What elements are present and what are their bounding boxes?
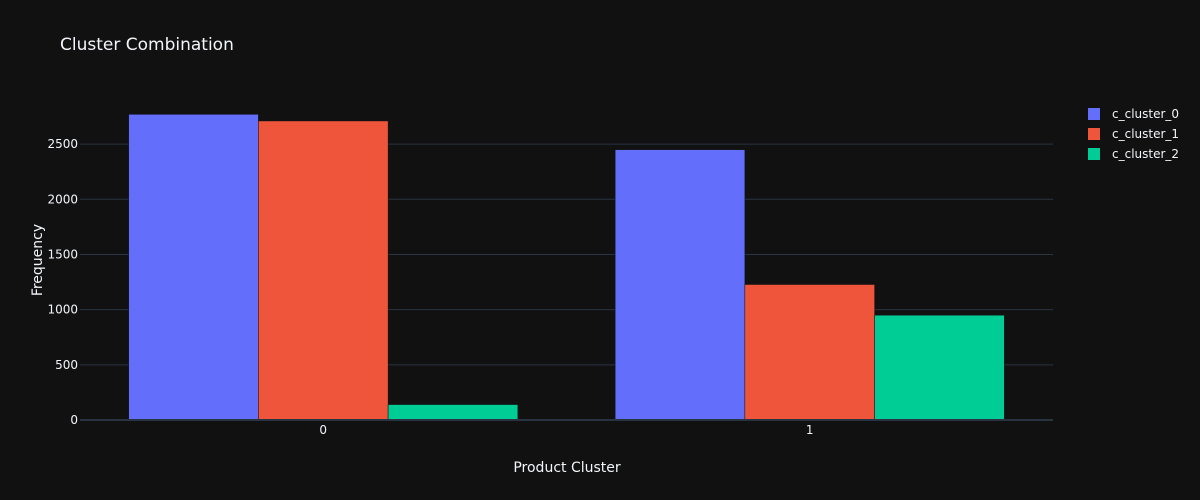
y-tick-label: 1500 (47, 247, 78, 261)
y-tick-label: 2000 (47, 192, 78, 206)
legend-item-c_cluster_0[interactable]: c_cluster_0 (1088, 107, 1179, 121)
legend-swatch (1088, 148, 1100, 160)
legend-label: c_cluster_0 (1112, 107, 1179, 121)
x-axis-title: Product Cluster (513, 460, 621, 476)
y-tick-label: 1000 (47, 303, 78, 317)
legend-item-c_cluster_1[interactable]: c_cluster_1 (1088, 127, 1179, 141)
y-tick-label: 500 (55, 358, 78, 372)
chart-title: Cluster Combination (60, 35, 234, 55)
bar-c_cluster_0-0[interactable] (128, 114, 259, 421)
legend-swatch (1088, 128, 1100, 140)
bar-c_cluster_2-0[interactable] (387, 404, 519, 421)
legend-label: c_cluster_2 (1112, 147, 1179, 161)
legend-swatch (1088, 108, 1100, 120)
y-tick-label: 0 (70, 413, 78, 427)
bar-c_cluster_1-1[interactable] (744, 284, 875, 421)
y-tick-label: 2500 (47, 137, 78, 151)
y-axis-title: Frequency (30, 224, 46, 296)
bar-c_cluster_1-0[interactable] (258, 120, 389, 421)
bar-c_cluster_2-1[interactable] (874, 314, 1005, 421)
legend-item-c_cluster_2[interactable]: c_cluster_2 (1088, 147, 1179, 161)
x-tick-label: 0 (319, 423, 327, 437)
legend-label: c_cluster_1 (1112, 127, 1179, 141)
axes: 0 500 1000 1500 2000 2500 0 1 (47, 137, 1053, 437)
x-tick-label: 1 (806, 423, 814, 437)
legend[interactable]: c_cluster_0 c_cluster_1 c_cluster_2 (1088, 107, 1179, 161)
bar-c_cluster_0-1[interactable] (614, 149, 746, 421)
bars (128, 114, 1005, 421)
